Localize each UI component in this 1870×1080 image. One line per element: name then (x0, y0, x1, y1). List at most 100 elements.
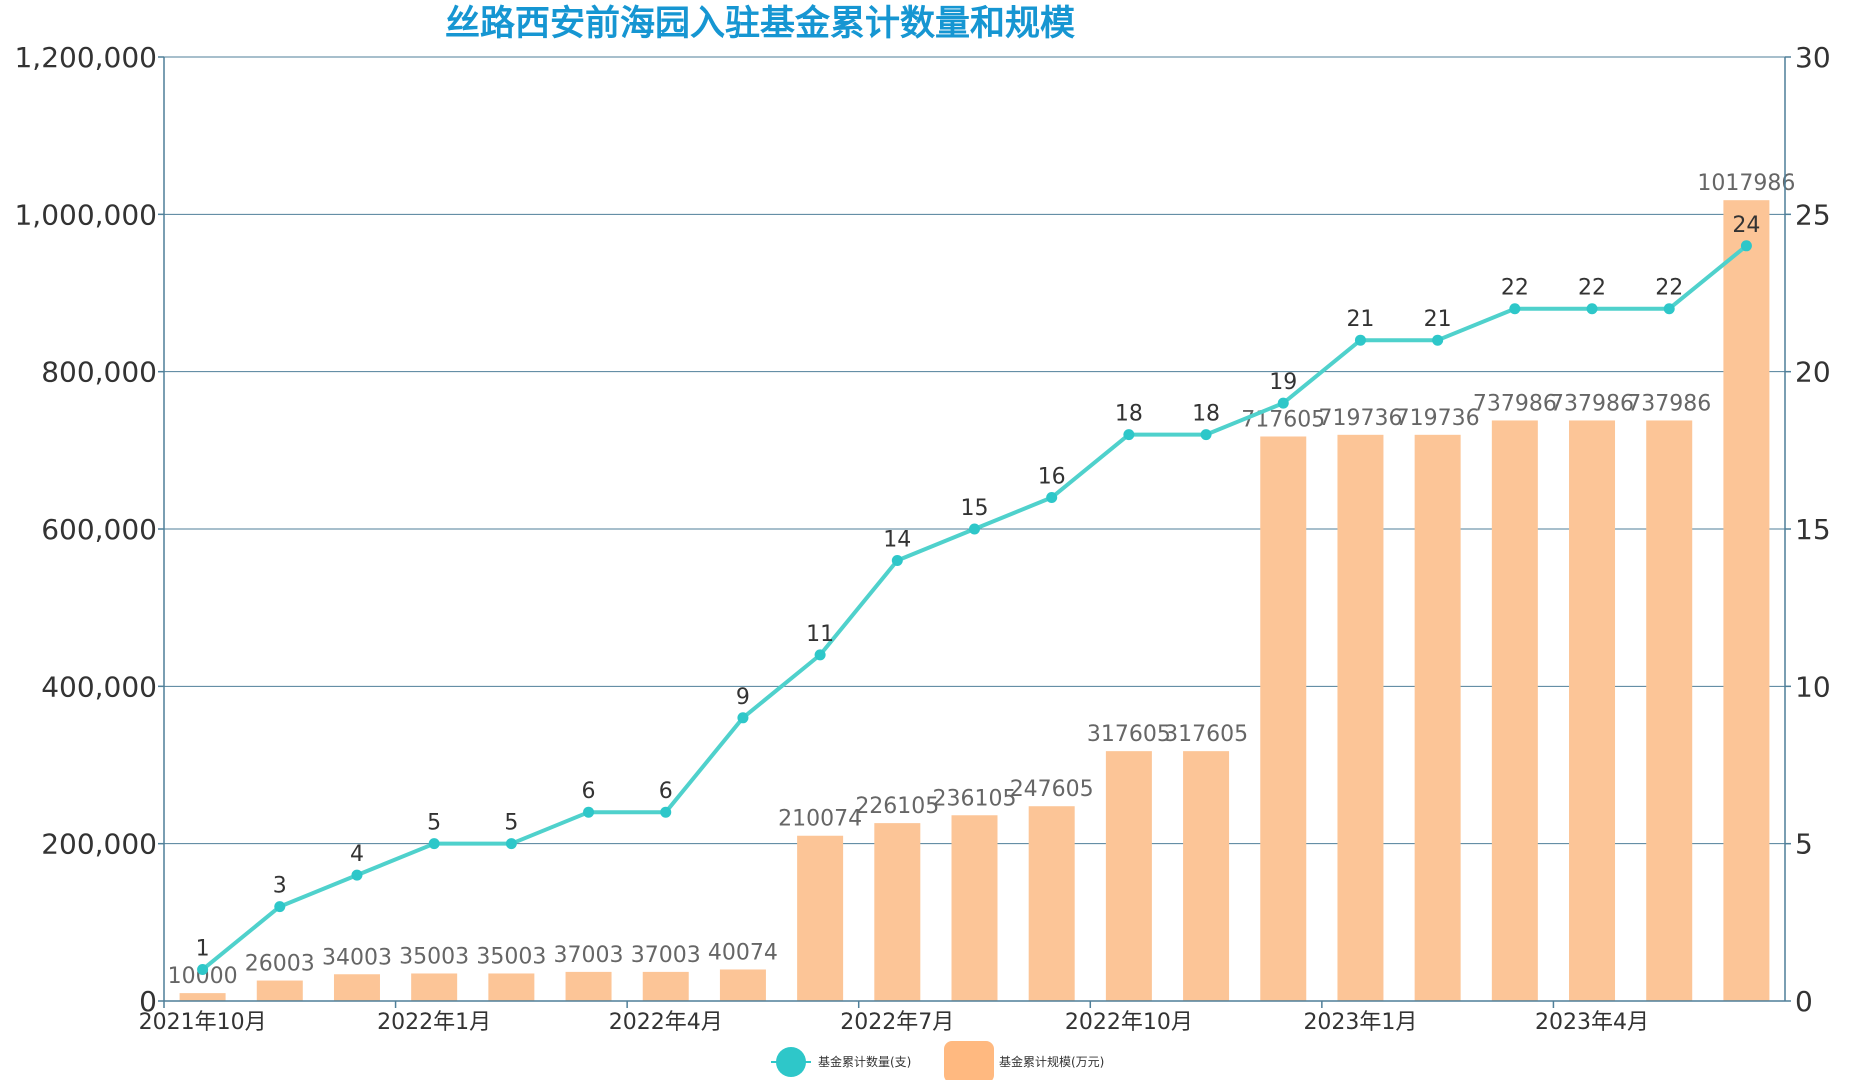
line-value-label: 21 (1346, 307, 1374, 332)
x-axis-tick-label: 2022年1月 (377, 1010, 491, 1035)
line-point (1046, 492, 1058, 504)
left-axis-tick-label: 1,000,000 (14, 198, 157, 231)
left-axis-tick-label: 1,200,000 (14, 41, 157, 74)
bar-series (179, 200, 1770, 1002)
right-axis-tick-label: 10 (1795, 670, 1831, 703)
legend-label-scale: 基金累计规模(万元) (999, 1054, 1104, 1069)
bar-value-label: 317605 (1087, 722, 1171, 747)
bar-value-label: 37003 (631, 943, 701, 968)
right-axis-tick-label: 20 (1795, 356, 1831, 389)
line-value-label: 19 (1269, 370, 1297, 395)
left-axis-tick-label: 200,000 (41, 828, 157, 861)
line-value-label: 21 (1424, 307, 1452, 332)
bar-value-label: 719736 (1396, 406, 1480, 431)
line-labels: 1 3 4 5 5 6 6 9 11 14 15 16 18 18 19 21 21 22 22 22 24 (196, 213, 1761, 962)
bar-value-label: 247605 (1010, 777, 1094, 802)
axes (158, 56, 1791, 1008)
bar-value-label: 35003 (476, 944, 546, 969)
bar (951, 815, 998, 1001)
line-point (1277, 397, 1289, 409)
x-axis-tick-label: 2022年4月 (609, 1010, 723, 1035)
line-value-label: 22 (1655, 276, 1683, 301)
right-axis-tick-label: 0 (1795, 985, 1813, 1018)
bar (256, 980, 303, 1001)
line-point (583, 806, 595, 818)
line-value-label: 5 (504, 811, 518, 836)
bar (333, 974, 380, 1001)
bar (1723, 200, 1770, 1002)
x-axis-ticks: 2021年10月 2022年1月 2022年4月 2022年7月 2022年10月 202… (139, 1010, 1649, 1035)
bar (719, 969, 766, 1001)
line-point (1432, 334, 1444, 346)
x-axis-tick-label: 2023年1月 (1303, 1010, 1417, 1035)
line-point (1586, 303, 1598, 315)
bar (1414, 434, 1461, 1001)
line-point (1509, 303, 1521, 315)
bar-value-label: 717605 (1241, 407, 1325, 432)
bar (488, 973, 535, 1001)
left-axis-tick-label: 400,000 (41, 670, 157, 703)
line-value-label: 22 (1578, 276, 1606, 301)
line-value-label: 18 (1192, 402, 1220, 427)
line-value-label: 18 (1115, 402, 1143, 427)
line-value-label: 22 (1501, 276, 1529, 301)
line-point (1123, 429, 1135, 441)
bar-value-label: 317605 (1164, 722, 1248, 747)
x-axis-tick-label: 2022年7月 (840, 1010, 954, 1035)
left-axis-tick-label: 0 (139, 985, 157, 1018)
line-value-label: 14 (883, 527, 911, 552)
line-point (197, 964, 209, 976)
line-value-label: 9 (736, 685, 750, 710)
bar (1646, 420, 1693, 1001)
left-axis-ticks: 0 200,000 400,000 600,000 800,000 1,000,000 1,… (14, 41, 157, 1018)
line-value-label: 4 (350, 842, 364, 867)
bar-value-label: 34003 (322, 945, 392, 970)
line-value-label: 5 (427, 811, 441, 836)
bar-value-label: 210074 (778, 807, 862, 832)
bar-value-label: 737986 (1627, 391, 1711, 416)
bar-value-label: 737986 (1550, 391, 1634, 416)
line-value-label: 16 (1038, 465, 1066, 490)
line-value-label: 11 (806, 622, 834, 647)
line-point (1740, 240, 1752, 252)
legend-item-scale[interactable]: 基金累计规模(万元) (944, 1041, 1104, 1080)
line-point (660, 806, 672, 818)
x-axis-tick-label: 2022年10月 (1065, 1010, 1193, 1035)
bar-value-label: 236105 (933, 786, 1017, 811)
line-series (197, 240, 1752, 976)
bar-value-label: 737986 (1473, 391, 1557, 416)
line-value-label: 6 (582, 779, 596, 804)
line-point (351, 869, 363, 881)
bar-value-label: 26003 (245, 952, 315, 977)
bar-value-label: 719736 (1318, 406, 1402, 431)
bar-value-label: 35003 (399, 944, 469, 969)
line-value-label: 6 (659, 779, 673, 804)
line-point (428, 838, 440, 850)
bar (1105, 751, 1152, 1001)
bar-value-label: 226105 (855, 794, 939, 819)
line-point (1663, 303, 1675, 315)
right-axis-tick-label: 25 (1795, 198, 1831, 231)
line-point (814, 649, 826, 661)
line-point (274, 901, 286, 913)
bar-value-label: 40074 (708, 940, 778, 965)
legend-item-count[interactable]: 基金累计数量(支) (771, 1047, 911, 1077)
left-axis-tick-label: 800,000 (41, 356, 157, 389)
line-point (1200, 429, 1212, 441)
legend-circle-icon (776, 1047, 806, 1077)
line-point (891, 554, 903, 566)
legend-label-count: 基金累计数量(支) (818, 1054, 911, 1069)
line-value-label: 3 (273, 874, 287, 899)
left-axis-tick-label: 600,000 (41, 513, 157, 546)
bar (565, 971, 612, 1001)
bar (1260, 436, 1307, 1001)
grid (164, 56, 1785, 845)
line-value-label: 1 (196, 937, 210, 962)
bar (642, 971, 689, 1001)
legend: 基金累计数量(支) 基金累计规模(万元) (771, 1041, 1104, 1080)
x-axis-tick-label: 2023年4月 (1535, 1010, 1649, 1035)
bar-value-label: 37003 (554, 943, 624, 968)
right-axis-tick-label: 5 (1795, 828, 1813, 861)
